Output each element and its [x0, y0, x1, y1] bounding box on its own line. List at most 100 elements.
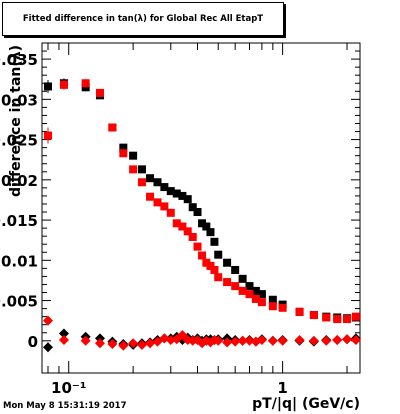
- data-point: [223, 278, 232, 287]
- data-point: [278, 303, 287, 312]
- data-point: [193, 208, 202, 217]
- y-tick-label: 0.015: [0, 212, 38, 230]
- data-point: [128, 338, 139, 349]
- data-point: [118, 340, 129, 351]
- data-point: [108, 123, 117, 132]
- data-point: [309, 311, 318, 320]
- y-tick-label: 0.005: [0, 293, 38, 311]
- y-tick-label: 0.025: [0, 132, 38, 150]
- data-point: [129, 165, 138, 174]
- data-point: [222, 337, 233, 348]
- data-point: [178, 191, 187, 200]
- data-point: [202, 222, 211, 231]
- data-markers: [42, 78, 361, 353]
- timestamp: Mon May 8 15:31:19 2017: [3, 401, 127, 411]
- data-point: [223, 258, 232, 267]
- data-point: [81, 79, 90, 88]
- data-point: [153, 178, 162, 187]
- data-point: [160, 183, 169, 192]
- data-point: [153, 198, 162, 207]
- data-point: [256, 335, 267, 345]
- data-point: [268, 295, 277, 304]
- data-point: [210, 265, 219, 274]
- y-tick-label: 0.01: [1, 252, 38, 270]
- data-point: [42, 342, 53, 353]
- data-point: [59, 80, 68, 89]
- y-tick-label: 0: [28, 333, 38, 351]
- x-tick-label: 1: [277, 379, 287, 397]
- data-point: [119, 149, 128, 158]
- data-point: [129, 151, 138, 160]
- data-point: [172, 219, 181, 228]
- data-point: [333, 315, 342, 324]
- data-point: [177, 330, 188, 341]
- data-point: [206, 228, 215, 237]
- data-point: [350, 335, 361, 345]
- data-point: [230, 336, 241, 347]
- data-point: [257, 290, 266, 299]
- data-point: [245, 290, 254, 299]
- data-point: [321, 335, 332, 346]
- data-point: [214, 250, 223, 259]
- data-point: [119, 143, 128, 152]
- data-point: [250, 336, 261, 347]
- data-point: [145, 338, 156, 349]
- data-point: [267, 335, 278, 346]
- data-point: [322, 313, 331, 322]
- data-point: [178, 222, 187, 231]
- data-point: [308, 335, 319, 346]
- data-point: [58, 335, 69, 345]
- series-3: [42, 315, 361, 351]
- data-point: [95, 88, 104, 97]
- data-point: [188, 232, 197, 241]
- data-point: [295, 307, 304, 316]
- data-point: [183, 195, 192, 204]
- data-point: [160, 202, 169, 211]
- data-point: [42, 315, 53, 326]
- data-point: [343, 315, 352, 324]
- y-tick-label: 0.03: [1, 91, 38, 109]
- data-point: [166, 187, 175, 196]
- data-point: [294, 335, 305, 345]
- data-point: [137, 165, 146, 174]
- data-point: [238, 274, 247, 283]
- data-point: [165, 335, 176, 345]
- data-point: [198, 251, 207, 260]
- data-point: [202, 258, 211, 267]
- data-point: [251, 286, 260, 295]
- data-point: [231, 265, 240, 274]
- data-point: [43, 82, 52, 91]
- data-point: [251, 294, 260, 303]
- data-point: [136, 339, 147, 350]
- y-axis-label: difference in tan(λ): [8, 44, 24, 198]
- data-point: [351, 312, 360, 321]
- chart-title: Fitted difference in tan(λ) for Global R…: [2, 2, 284, 36]
- data-point: [244, 335, 255, 346]
- data-point: [231, 282, 240, 291]
- axis-ticks: 0 0.005 0.01 0.015 0.02 0.025 0.03 0.035 10⁻¹ 1: [0, 42, 360, 397]
- data-point: [80, 335, 91, 346]
- y-tick-label: 0.02: [1, 172, 38, 190]
- data-point: [214, 273, 223, 282]
- data-point: [206, 261, 215, 270]
- data-point: [152, 336, 163, 347]
- data-point: [146, 174, 155, 183]
- plot-frame: [41, 42, 361, 374]
- data-point: [268, 302, 277, 311]
- data-point: [172, 189, 181, 198]
- data-point: [188, 203, 197, 212]
- data-point: [332, 335, 343, 345]
- data-point: [257, 298, 266, 307]
- data-point: [198, 219, 207, 228]
- data-point: [137, 178, 146, 187]
- data-point: [94, 338, 105, 349]
- series-1: [43, 79, 360, 324]
- data-point: [166, 208, 175, 217]
- data-point: [43, 131, 52, 140]
- data-point: [58, 328, 69, 339]
- y-tick-label: 0.035: [0, 51, 38, 69]
- data-point: [107, 339, 118, 350]
- data-point: [277, 335, 288, 346]
- data-point: [193, 242, 202, 251]
- data-point: [210, 237, 219, 246]
